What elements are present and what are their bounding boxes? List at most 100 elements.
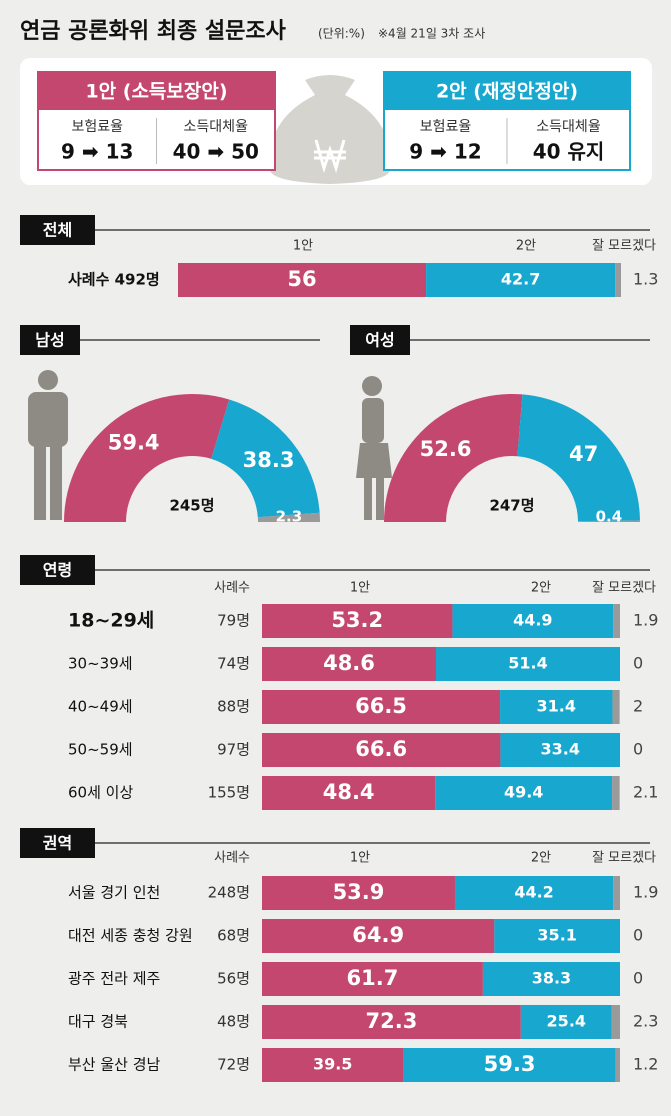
bar-segment (482, 962, 620, 996)
sample-size: 97명 (217, 741, 250, 759)
legend-label: 잘 모르겠다 (592, 239, 656, 254)
value-label: 39.5 (313, 1055, 352, 1074)
value-label: 44.2 (514, 883, 553, 902)
legend-label: 잘 모르겠다 (592, 581, 656, 596)
bar-segment (613, 604, 620, 638)
value-label: 61.7 (347, 966, 399, 990)
legend-label: 잘 모르겠다 (592, 851, 656, 866)
value-label: 49.4 (504, 783, 543, 802)
sample-size: 74명 (217, 655, 250, 673)
bar-segment (613, 876, 620, 910)
center-label: 247명 (489, 497, 534, 515)
section-label-box (20, 828, 95, 858)
section-label: 연령 (43, 561, 72, 580)
section-label: 여성 (365, 331, 394, 350)
bag-shape (269, 75, 391, 184)
category-label: 18~29세 (68, 610, 154, 632)
sample-size: 248명 (208, 884, 250, 902)
value-label: 2 (633, 697, 643, 716)
legend-label: 1안 (350, 851, 370, 866)
value-label: 2.3 (276, 508, 303, 526)
donut-segment (384, 394, 523, 522)
value-label: 0 (633, 654, 643, 673)
bar-segment (262, 1048, 404, 1082)
sample-size: 68명 (217, 927, 250, 945)
donut-segment (517, 394, 640, 522)
value-label: 53.2 (331, 608, 383, 632)
bar-segment (262, 1005, 521, 1039)
won-icon (314, 139, 346, 174)
value-label: 48.4 (323, 780, 375, 804)
plan-item-label: 소득대체율 (184, 119, 249, 135)
center-label: 245명 (169, 497, 214, 515)
value-label: 38.3 (532, 969, 571, 988)
plan-header (384, 72, 630, 110)
legend-label: 2안 (531, 851, 551, 866)
bar-segment (262, 604, 453, 638)
legend-label: 1안 (293, 239, 313, 254)
plan-item-value: 9 ➡ 12 (409, 140, 481, 164)
category-label: 서울 경기 인천 (68, 884, 160, 902)
sample-header: 사례수 (214, 581, 250, 596)
value-label: 59.4 (108, 430, 160, 454)
bar-segment (435, 776, 613, 810)
value-label: 38.3 (243, 448, 295, 472)
value-label: 0 (633, 969, 643, 988)
value-label: 1.9 (633, 611, 658, 630)
value-label: 48.6 (323, 651, 375, 675)
plan-header (38, 72, 275, 110)
sample-size: 88명 (217, 698, 250, 716)
bar-segment (435, 647, 620, 681)
sample-size: 72명 (217, 1056, 250, 1074)
sample-size: 79명 (217, 612, 250, 630)
value-label: 2.1 (633, 783, 658, 802)
plan-item-value: 40 ➡ 50 (173, 140, 259, 164)
category-label: 40~49세 (68, 698, 133, 716)
plan-item-label: 소득대체율 (536, 119, 601, 135)
section-label: 전체 (43, 221, 72, 240)
value-label: 0 (633, 926, 643, 945)
value-label: 0.4 (596, 508, 623, 526)
category-label: 대구 경북 (68, 1013, 128, 1031)
plan-title: 1안 (소득보장안) (85, 81, 227, 103)
value-label: 59.3 (484, 1052, 536, 1076)
bar-segment (262, 776, 436, 810)
value-label: 1.9 (633, 883, 658, 902)
money-bag (269, 75, 391, 184)
value-label: 2.3 (633, 1012, 658, 1031)
category-label: 광주 전라 제주 (68, 970, 160, 988)
woman-figure (356, 376, 392, 520)
bar-segment (262, 733, 501, 767)
date-note: ※4월 21일 3차 조사 (378, 27, 485, 41)
category-label: 대전 세종 충청 강원 (68, 927, 193, 945)
bar-segment (520, 1005, 612, 1039)
legend-label: 2안 (531, 581, 551, 596)
value-label: 44.9 (513, 611, 552, 630)
section-label-box (350, 325, 410, 355)
bar-segment (615, 263, 621, 297)
value-label: 47 (569, 442, 598, 466)
bar-segment (611, 1005, 620, 1039)
section-label-box (20, 555, 95, 585)
value-label: 1.2 (633, 1055, 658, 1074)
value-label: 35.1 (537, 926, 576, 945)
man-figure (28, 370, 68, 520)
bar-segment (178, 263, 427, 297)
value-label: 66.6 (355, 737, 407, 761)
category-label: 50~59세 (68, 741, 133, 759)
value-label: 33.4 (540, 740, 579, 759)
section-label-box (20, 215, 95, 245)
unit-note: (단위:%) (318, 27, 365, 41)
category-label: 부산 울산 경남 (68, 1056, 161, 1074)
plan-title: 2안 (재정안정안) (436, 81, 578, 103)
donut-segment (211, 399, 320, 518)
section-label: 남성 (35, 331, 64, 350)
donut-segment (64, 393, 230, 522)
bar-segment (612, 776, 620, 810)
bar-segment (452, 604, 614, 638)
bar-segment (615, 1048, 620, 1082)
sample-header: 사례수 (214, 851, 250, 866)
bar-segment (262, 690, 501, 724)
bar-segment (426, 263, 616, 297)
